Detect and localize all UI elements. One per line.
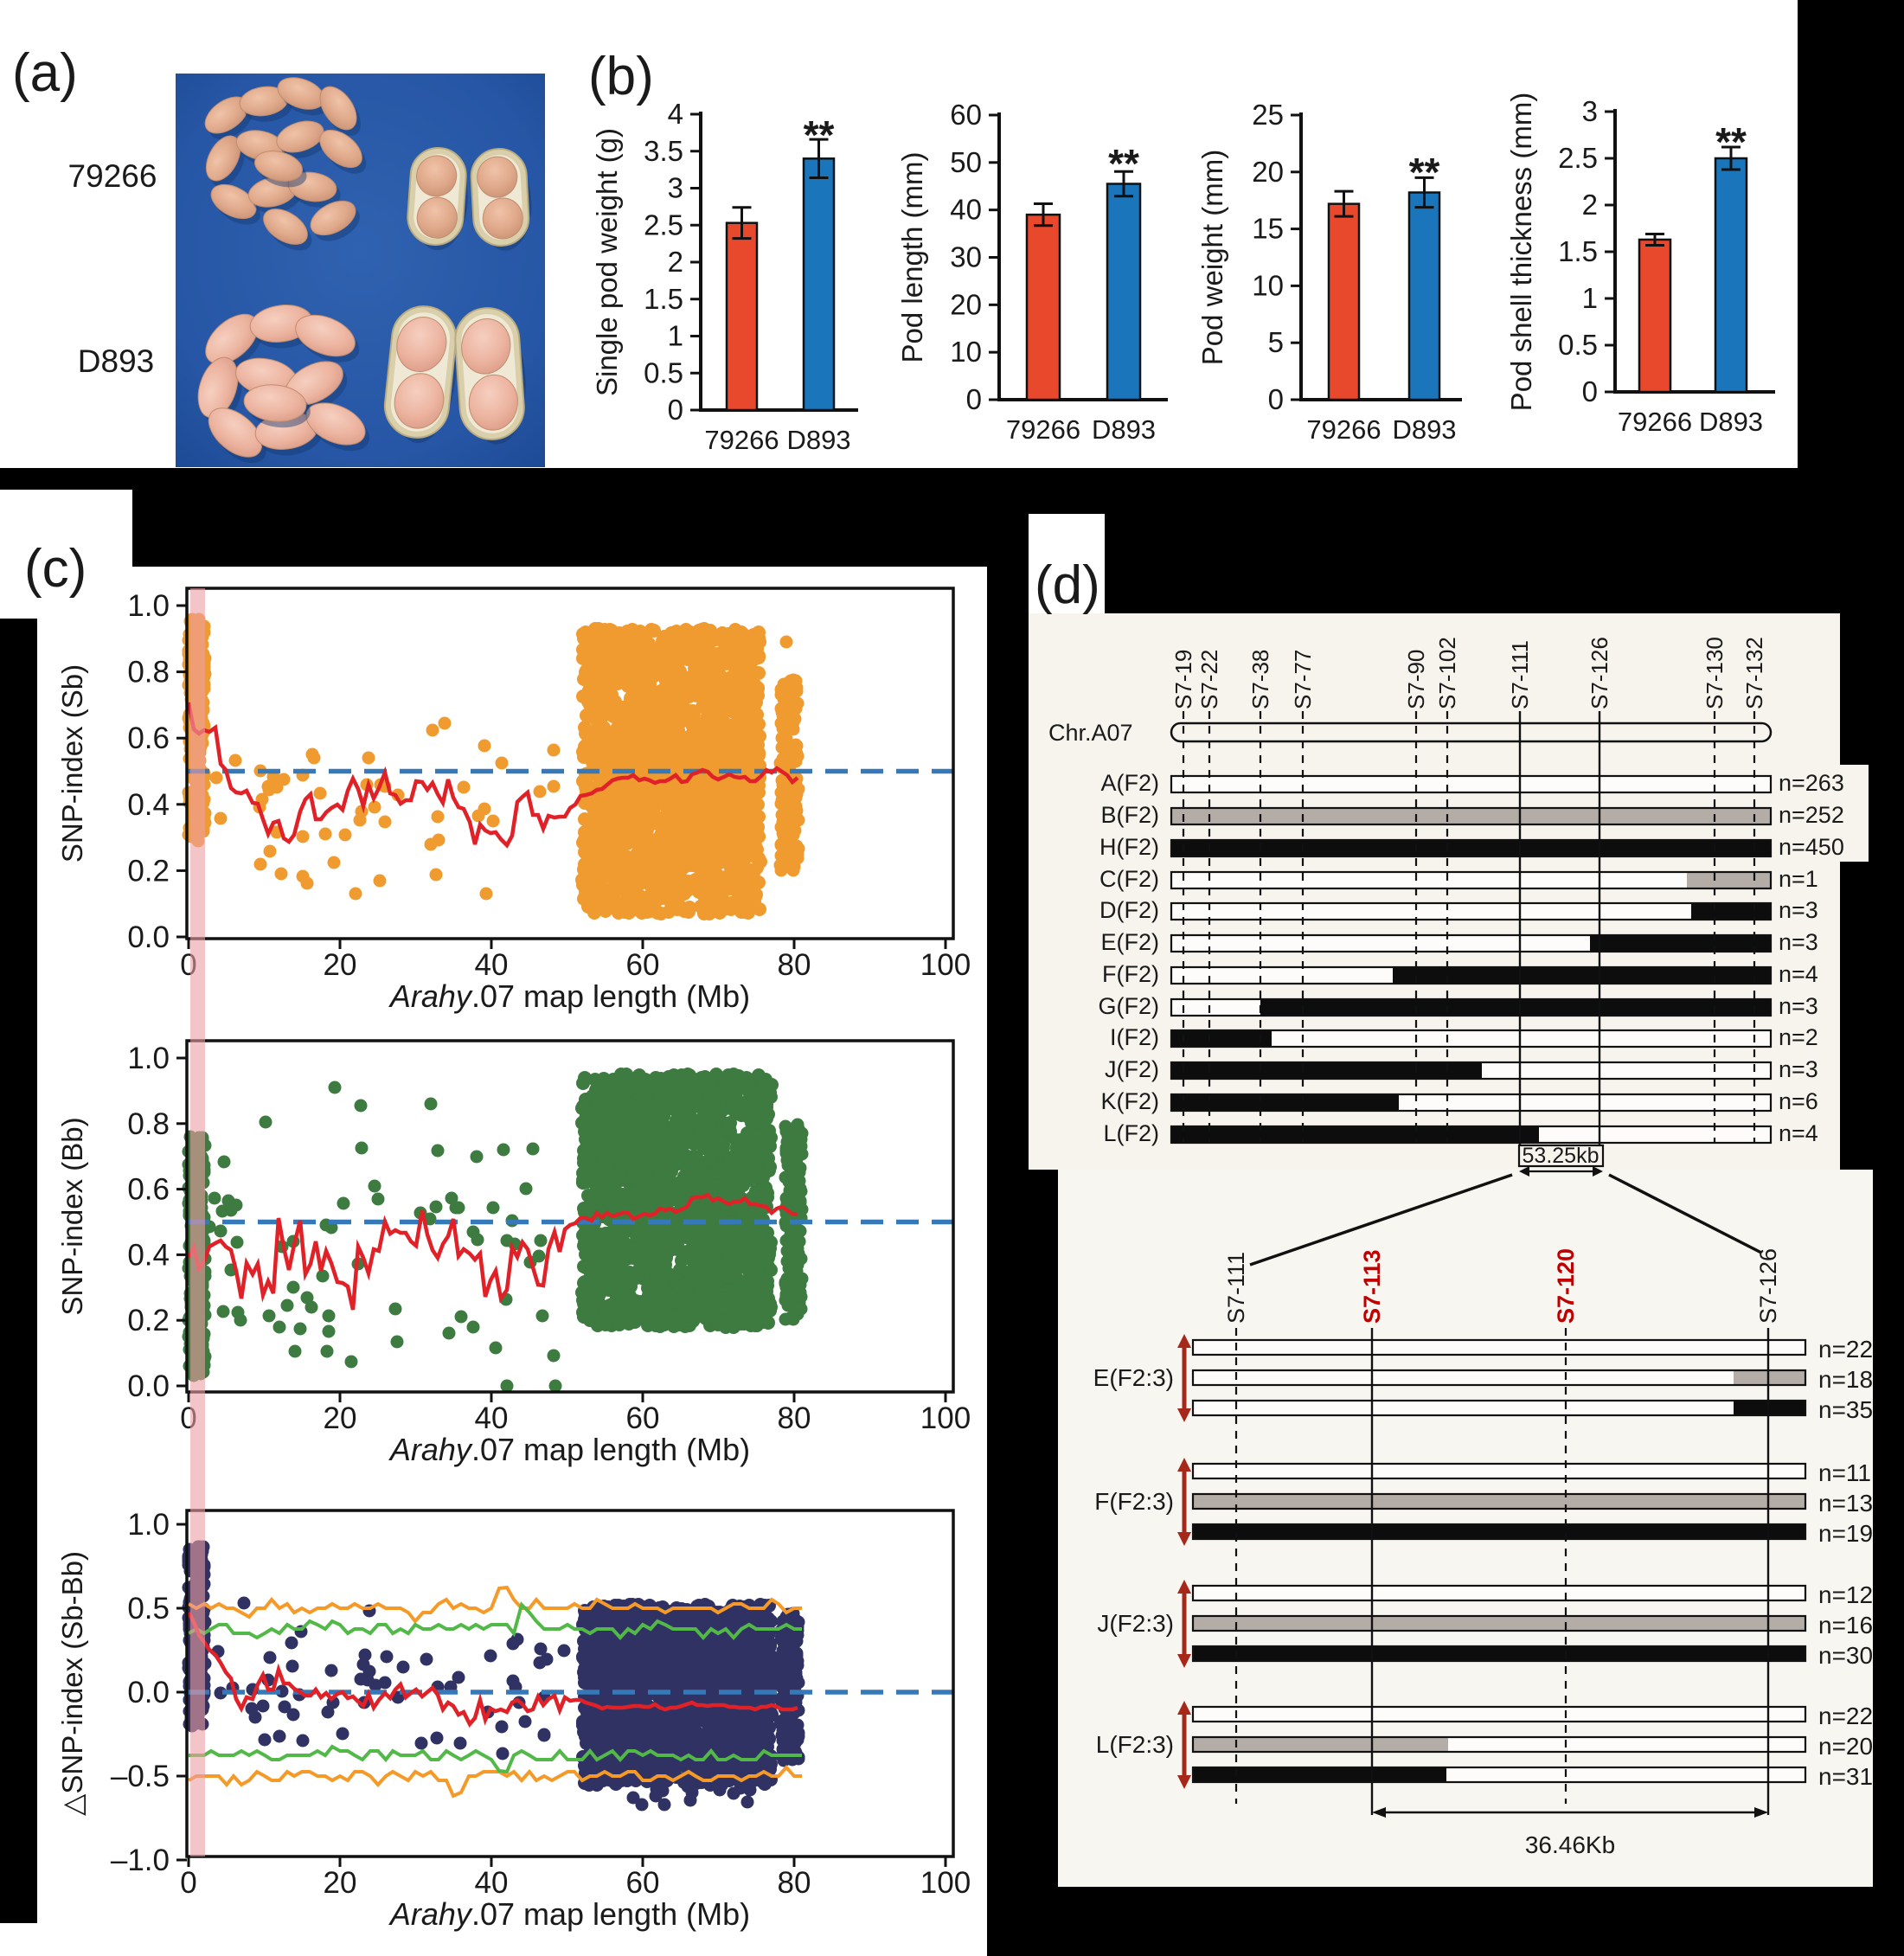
svg-text:0: 0 bbox=[668, 394, 683, 426]
svg-text:D893: D893 bbox=[1392, 414, 1456, 445]
svg-text:25: 25 bbox=[1252, 99, 1284, 131]
svg-text:(a): (a) bbox=[12, 43, 78, 103]
svg-text:0.2: 0.2 bbox=[127, 1304, 170, 1337]
svg-text:1: 1 bbox=[1582, 282, 1598, 314]
svg-text:D893: D893 bbox=[1699, 407, 1763, 437]
svg-text:40: 40 bbox=[475, 948, 509, 982]
svg-text:1.0: 1.0 bbox=[127, 1042, 170, 1075]
svg-text:0.8: 0.8 bbox=[127, 1107, 170, 1141]
svg-text:0.6: 0.6 bbox=[127, 1173, 170, 1207]
svg-text:0: 0 bbox=[1582, 375, 1598, 407]
svg-text:SNP-index (Sb): SNP-index (Sb) bbox=[56, 664, 88, 863]
svg-text:80: 80 bbox=[778, 948, 811, 982]
svg-text:**: ** bbox=[1108, 141, 1139, 186]
svg-text:0.6: 0.6 bbox=[127, 721, 170, 755]
svg-text:0.4: 0.4 bbox=[127, 1238, 170, 1272]
svg-text:(d): (d) bbox=[1035, 555, 1100, 615]
svg-text:100: 100 bbox=[920, 1401, 971, 1435]
svg-text:3: 3 bbox=[1582, 95, 1598, 127]
svg-text:Arahy.07 map length (Mb): Arahy.07 map length (Mb) bbox=[388, 1432, 750, 1467]
svg-text:60: 60 bbox=[626, 1401, 660, 1435]
svg-text:**: ** bbox=[804, 112, 835, 157]
svg-text:5: 5 bbox=[1268, 326, 1284, 358]
svg-text:2: 2 bbox=[668, 246, 683, 278]
svg-text:10: 10 bbox=[1252, 269, 1284, 301]
svg-text:4: 4 bbox=[668, 98, 683, 130]
svg-text:79266: 79266 bbox=[68, 158, 157, 194]
svg-text:**: ** bbox=[1715, 119, 1747, 164]
svg-text:40: 40 bbox=[475, 1401, 509, 1435]
svg-text:D893: D893 bbox=[786, 425, 850, 455]
svg-text:15: 15 bbox=[1252, 213, 1284, 245]
svg-text:80: 80 bbox=[778, 1401, 811, 1435]
svg-text:(b): (b) bbox=[588, 47, 654, 106]
svg-text:50: 50 bbox=[950, 146, 982, 178]
svg-text:20: 20 bbox=[324, 948, 357, 982]
svg-text:40: 40 bbox=[950, 194, 982, 226]
svg-text:D893: D893 bbox=[1092, 414, 1156, 445]
svg-text:0.0: 0.0 bbox=[127, 920, 170, 954]
svg-text:D893: D893 bbox=[78, 343, 154, 379]
svg-text:0.0: 0.0 bbox=[127, 1369, 170, 1403]
svg-text:20: 20 bbox=[1252, 156, 1284, 188]
svg-text:1.0: 1.0 bbox=[127, 589, 170, 623]
svg-text:30: 30 bbox=[950, 241, 982, 273]
svg-text:0.5: 0.5 bbox=[1558, 329, 1598, 361]
svg-text:2: 2 bbox=[1582, 189, 1598, 221]
svg-text:3: 3 bbox=[668, 172, 683, 204]
svg-text:79266: 79266 bbox=[1618, 407, 1692, 437]
svg-text:79266: 79266 bbox=[1306, 414, 1381, 445]
svg-text:79266: 79266 bbox=[1006, 414, 1080, 445]
svg-text:0.4: 0.4 bbox=[127, 788, 170, 822]
svg-text:1.5: 1.5 bbox=[644, 283, 683, 315]
svg-text:20: 20 bbox=[324, 1401, 357, 1435]
svg-text:SNP-index (Bb): SNP-index (Bb) bbox=[56, 1117, 88, 1315]
svg-text:0: 0 bbox=[1268, 383, 1284, 415]
svg-text:Single pod weight (g): Single pod weight (g) bbox=[591, 128, 623, 396]
svg-text:60: 60 bbox=[950, 99, 982, 131]
svg-text:60: 60 bbox=[626, 948, 660, 982]
svg-text:0.8: 0.8 bbox=[127, 656, 170, 689]
svg-text:(c): (c) bbox=[24, 539, 87, 599]
svg-text:1.5: 1.5 bbox=[1558, 235, 1598, 267]
svg-text:100: 100 bbox=[920, 948, 971, 982]
svg-text:Pod shell thickness (mm): Pod shell thickness (mm) bbox=[1505, 93, 1537, 412]
svg-text:Pod length (mm): Pod length (mm) bbox=[896, 152, 928, 363]
svg-text:3.5: 3.5 bbox=[644, 135, 683, 167]
svg-text:Pod weight (mm): Pod weight (mm) bbox=[1196, 150, 1228, 365]
svg-text:1: 1 bbox=[668, 320, 683, 352]
svg-text:Arahy.07 map length (Mb): Arahy.07 map length (Mb) bbox=[388, 978, 750, 1014]
svg-text:79266: 79266 bbox=[704, 425, 779, 455]
svg-text:0.2: 0.2 bbox=[127, 854, 170, 888]
svg-text:2.5: 2.5 bbox=[644, 208, 683, 240]
svg-text:0.5: 0.5 bbox=[644, 356, 683, 388]
svg-text:**: ** bbox=[1409, 150, 1440, 195]
svg-text:10: 10 bbox=[950, 336, 982, 368]
svg-text:0: 0 bbox=[966, 383, 982, 415]
svg-text:20: 20 bbox=[950, 288, 982, 320]
svg-text:2.5: 2.5 bbox=[1558, 142, 1598, 174]
